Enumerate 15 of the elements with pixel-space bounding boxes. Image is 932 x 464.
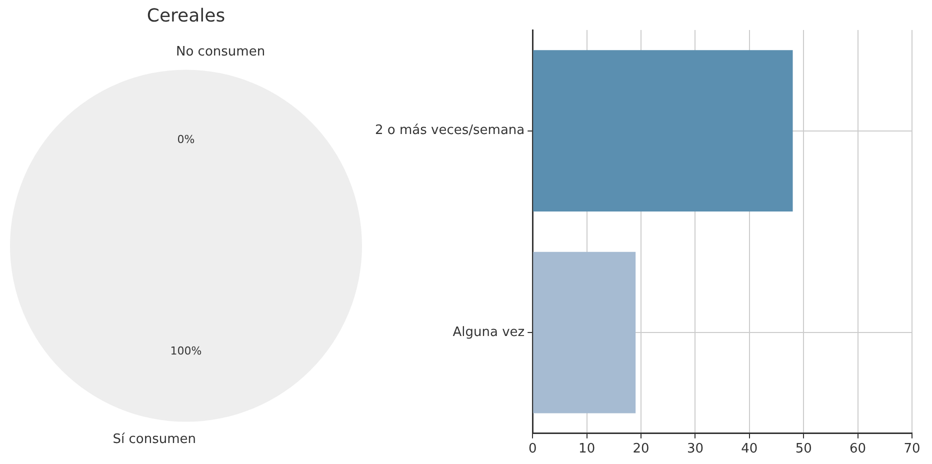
chart-title: Cereales: [146, 5, 226, 26]
x-tick-label: 70: [904, 442, 920, 457]
y-tick-label: 2 o más veces/semana: [374, 123, 525, 138]
x-tick-label: 50: [795, 442, 812, 457]
x-tick-label: 30: [686, 442, 704, 457]
x-tick-label: 60: [850, 442, 866, 457]
x-tick-label: 20: [632, 442, 650, 457]
y-tick-label: Alguna vez: [452, 324, 525, 340]
text: 0%: [177, 133, 195, 146]
x-tick-label: 10: [578, 442, 596, 457]
x-tick-label: 0: [528, 442, 537, 457]
data-label: 100%: [170, 344, 202, 358]
slice-label: Sí consumen: [112, 432, 196, 447]
x-tick-label: 40: [741, 442, 758, 457]
category-label: No consumen: [176, 44, 266, 60]
